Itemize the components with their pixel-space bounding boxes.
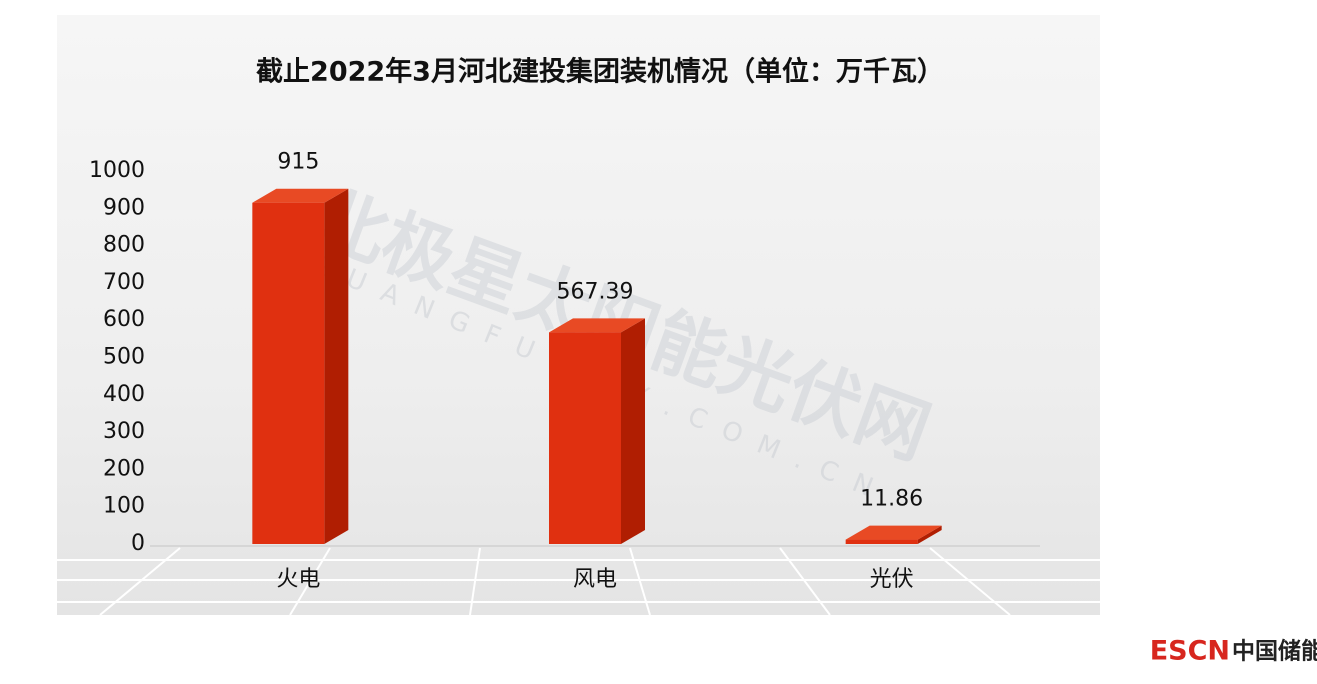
bar-top bbox=[549, 318, 645, 333]
y-tick-label: 400 bbox=[103, 382, 145, 407]
y-tick-label: 700 bbox=[103, 270, 145, 295]
logo-brand: ESCN bbox=[1150, 636, 1230, 667]
y-tick-label: 600 bbox=[103, 307, 145, 332]
bar bbox=[252, 202, 325, 544]
bar-side bbox=[621, 318, 645, 544]
x-tick-label: 火电 bbox=[276, 567, 320, 592]
bar bbox=[549, 332, 621, 544]
floor-grid bbox=[57, 547, 1100, 616]
bar bbox=[845, 539, 918, 544]
y-tick-label: 100 bbox=[103, 494, 145, 519]
x-tick-label: 风电 bbox=[573, 567, 617, 592]
y-tick-label: 800 bbox=[103, 233, 145, 258]
data-label: 915 bbox=[277, 150, 319, 175]
bar-top bbox=[252, 188, 349, 203]
data-label: 11.86 bbox=[860, 487, 923, 512]
y-tick-label: 500 bbox=[103, 345, 145, 370]
chart-title: 截止2022年3月河北建投集团装机情况（单位：万千瓦） bbox=[256, 56, 944, 88]
y-tick-label: 200 bbox=[103, 456, 145, 481]
y-tick-label: 0 bbox=[131, 531, 145, 556]
y-tick-label: 1000 bbox=[89, 158, 145, 183]
y-tick-label: 900 bbox=[103, 195, 145, 220]
bar-side bbox=[917, 525, 942, 544]
y-tick-label: 300 bbox=[103, 419, 145, 444]
data-label: 567.39 bbox=[557, 279, 634, 304]
bar-side bbox=[324, 188, 349, 544]
logo-name: 中国储能网 bbox=[1232, 638, 1317, 665]
x-tick-label: 光伏 bbox=[870, 567, 914, 592]
bar-top bbox=[845, 525, 942, 540]
